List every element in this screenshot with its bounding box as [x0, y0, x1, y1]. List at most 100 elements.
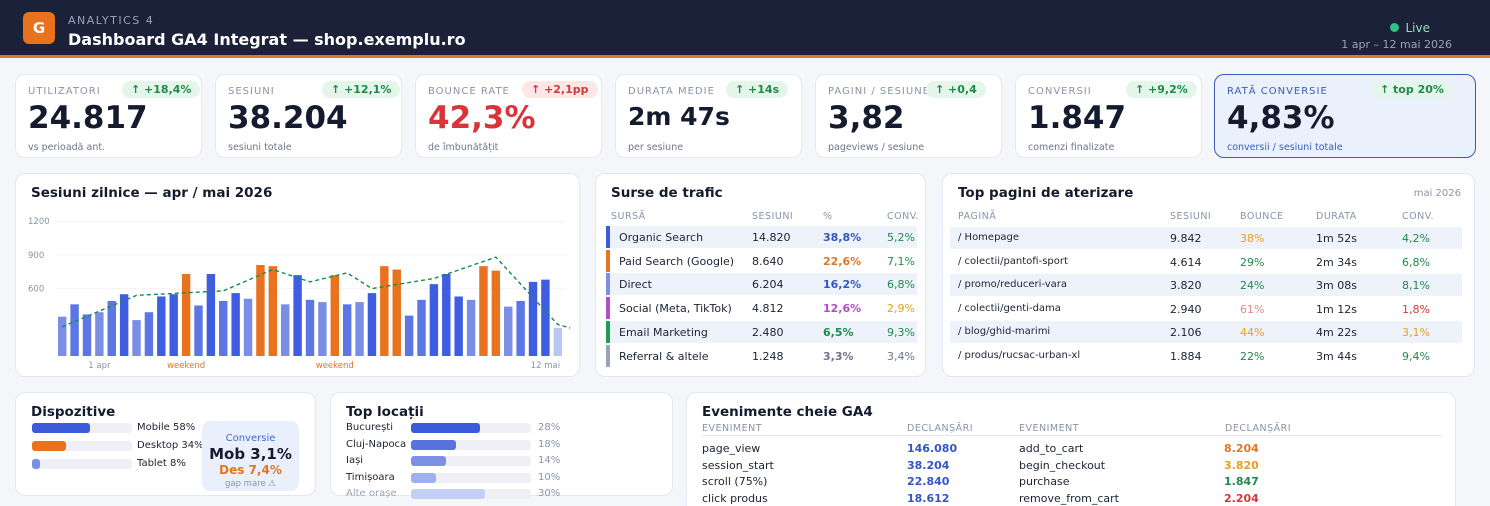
kpi-change-badge: ↑ +9,2% — [1126, 81, 1197, 98]
session-bar[interactable] — [281, 304, 290, 356]
session-bar[interactable] — [342, 304, 352, 356]
landing-duration: 1m 52s — [1316, 232, 1357, 245]
session-bar[interactable] — [256, 265, 265, 356]
mobile-conversion: Mob 3,1% — [209, 445, 292, 463]
session-bar[interactable] — [516, 300, 525, 356]
session-bar[interactable] — [417, 299, 426, 356]
device-bar-track — [32, 441, 132, 451]
session-bar[interactable] — [491, 270, 501, 356]
session-bar[interactable] — [157, 296, 166, 356]
location-name: Alte orașe — [346, 488, 397, 499]
session-bar[interactable] — [194, 305, 203, 356]
landing-duration: 1m 12s — [1316, 302, 1357, 316]
session-bar[interactable] — [442, 274, 451, 356]
session-bar[interactable] — [169, 294, 178, 356]
session-bar[interactable] — [528, 281, 538, 356]
traffic-row[interactable]: Paid Search (Google) 8.640 22,6% 7,1% — [606, 249, 917, 272]
devices-title: Dispozitive — [31, 404, 116, 420]
device-label: Desktop 34% — [137, 440, 204, 451]
traffic-row[interactable]: Referral & altele 1.248 3,3% 3,4% — [606, 344, 917, 367]
source-percent: 6,5% — [823, 325, 854, 339]
landing-pages-panel: Top pagini de aterizare mai 2026 PAGINĂ … — [942, 173, 1475, 377]
session-bar[interactable] — [206, 274, 216, 356]
kpi-change-badge: ↑ top 20% — [1371, 81, 1453, 98]
kpi-card-users[interactable]: UTILIZATORI ↑ +18,4% 24.817 vs perioadă … — [15, 74, 202, 158]
date-range[interactable]: 1 apr – 12 mai 2026 — [1341, 38, 1452, 51]
traffic-row[interactable]: Direct 6.204 16,2% 6,8% — [606, 273, 917, 296]
session-bar[interactable] — [70, 304, 79, 356]
landing-conversion: 9,4% — [1402, 349, 1430, 363]
landing-sessions: 2.940 — [1170, 302, 1202, 316]
landing-sessions: 1.884 — [1170, 349, 1202, 363]
session-bar[interactable] — [466, 299, 476, 356]
traffic-row[interactable]: Organic Search 14.820 38,8% 5,2% — [606, 226, 917, 248]
session-bar[interactable] — [57, 316, 67, 356]
conversion-by-device-box: Conversie Mob 3,1% Des 7,4% gap mare ⚠ — [202, 421, 299, 491]
session-bar[interactable] — [95, 312, 104, 356]
session-bar[interactable] — [330, 275, 339, 356]
location-percent: 18% — [538, 438, 561, 450]
col-header-percent: % — [823, 211, 833, 222]
kpi-card-bounce-rate[interactable]: BOUNCE RATE ↑ +2,1pp 42,3% de îmbunătăți… — [415, 74, 602, 158]
session-bar[interactable] — [144, 312, 154, 356]
landing-period: mai 2026 — [1413, 188, 1461, 199]
location-bar — [411, 423, 480, 433]
daily-sessions-panel: Sesiuni zilnice — apr / mai 2026 1200 900… — [15, 173, 580, 377]
landing-row[interactable]: / Homepage 9.842 38% 1m 52s 4,2% — [950, 227, 1462, 249]
x-axis-label: 12 mai — [531, 361, 560, 371]
landing-row[interactable]: / colectii/pantofi-sport 4.614 29% 2m 34s 6,… — [950, 251, 1462, 273]
landing-row[interactable]: / promo/reduceri-vara 3.820 24% 3m 08s 8,1% — [950, 274, 1462, 296]
landing-duration: 3m 08s — [1316, 279, 1357, 292]
session-bar[interactable] — [355, 302, 364, 356]
landing-row[interactable]: / colectii/genti-dama 2.940 61% 1m 12s 1,8% — [950, 298, 1462, 320]
col-header-event-2: EVENIMENT — [1019, 423, 1080, 434]
kpi-label: DURATA MEDIE — [628, 86, 715, 97]
kpi-card-avg-duration[interactable]: DURATA MEDIE ↑ +14s 2m 47s per sesiune — [615, 74, 802, 158]
session-bar[interactable] — [181, 274, 191, 356]
landing-duration: 4m 22s — [1316, 326, 1357, 339]
session-bar[interactable] — [219, 300, 228, 356]
event-name: scroll (75%) — [702, 475, 768, 488]
session-bar[interactable] — [429, 284, 439, 356]
location-percent: 10% — [538, 471, 561, 483]
session-bar[interactable] — [268, 266, 278, 356]
session-bar[interactable] — [553, 327, 563, 356]
session-bar[interactable] — [82, 314, 92, 356]
x-axis-label: weekend — [167, 361, 205, 371]
traffic-row[interactable]: Email Marketing 2.480 6,5% 9,3% — [606, 320, 917, 343]
col-header-page: PAGINĂ — [958, 211, 997, 222]
session-bar[interactable] — [380, 266, 389, 356]
kpi-card-pages-per-session[interactable]: PAGINI / SESIUNE ↑ +0,4 3,82 pageviews /… — [815, 74, 1002, 158]
kpi-card-conversion-rate[interactable]: RATĂ CONVERSIE ↑ top 20% 4,83% conversii… — [1214, 74, 1476, 158]
x-axis-label: weekend — [316, 361, 354, 371]
session-bar[interactable] — [454, 296, 463, 356]
event-count: 8.204 — [1224, 442, 1259, 455]
session-bar[interactable] — [504, 306, 513, 356]
col-header-triggers: DECLANȘĂRI — [907, 423, 973, 434]
session-bar[interactable] — [479, 266, 488, 356]
session-bar[interactable] — [231, 293, 240, 356]
session-bar[interactable] — [367, 293, 377, 356]
traffic-row[interactable]: Social (Meta, TikTok) 4.812 12,6% 2,9% — [606, 297, 917, 320]
landing-bounce: 29% — [1240, 255, 1265, 269]
kpi-card-conversions[interactable]: CONVERSII ↑ +9,2% 1.847 comenzi finaliza… — [1015, 74, 1202, 158]
landing-duration: 2m 34s — [1316, 255, 1357, 269]
session-bar[interactable] — [541, 279, 550, 356]
kpi-card-sessions[interactable]: SESIUNI ↑ +12,1% 38.204 sesiuni totale — [215, 74, 402, 158]
session-bar[interactable] — [305, 299, 315, 356]
session-bar[interactable] — [293, 275, 302, 356]
landing-row[interactable]: / blog/ghid-marimi 2.106 44% 4m 22s 3,1% — [950, 321, 1462, 343]
col-header-triggers-2: DECLANȘĂRI — [1225, 423, 1291, 434]
session-bar[interactable] — [318, 302, 327, 356]
y-tick-label: 1200 — [28, 217, 50, 227]
session-bar[interactable] — [132, 320, 141, 356]
session-bar[interactable] — [119, 294, 129, 356]
session-bar[interactable] — [392, 269, 401, 356]
session-bar[interactable] — [404, 315, 414, 356]
session-bar[interactable] — [243, 298, 253, 356]
kpi-value: 1.847 — [1028, 100, 1127, 136]
landing-row[interactable]: / produs/rucsac-urban-xl 1.884 22% 3m 44s 9,… — [950, 345, 1462, 367]
kpi-label: RATĂ CONVERSIE — [1227, 86, 1328, 97]
event-count: 18.612 — [907, 491, 950, 505]
session-bar[interactable] — [107, 300, 116, 356]
